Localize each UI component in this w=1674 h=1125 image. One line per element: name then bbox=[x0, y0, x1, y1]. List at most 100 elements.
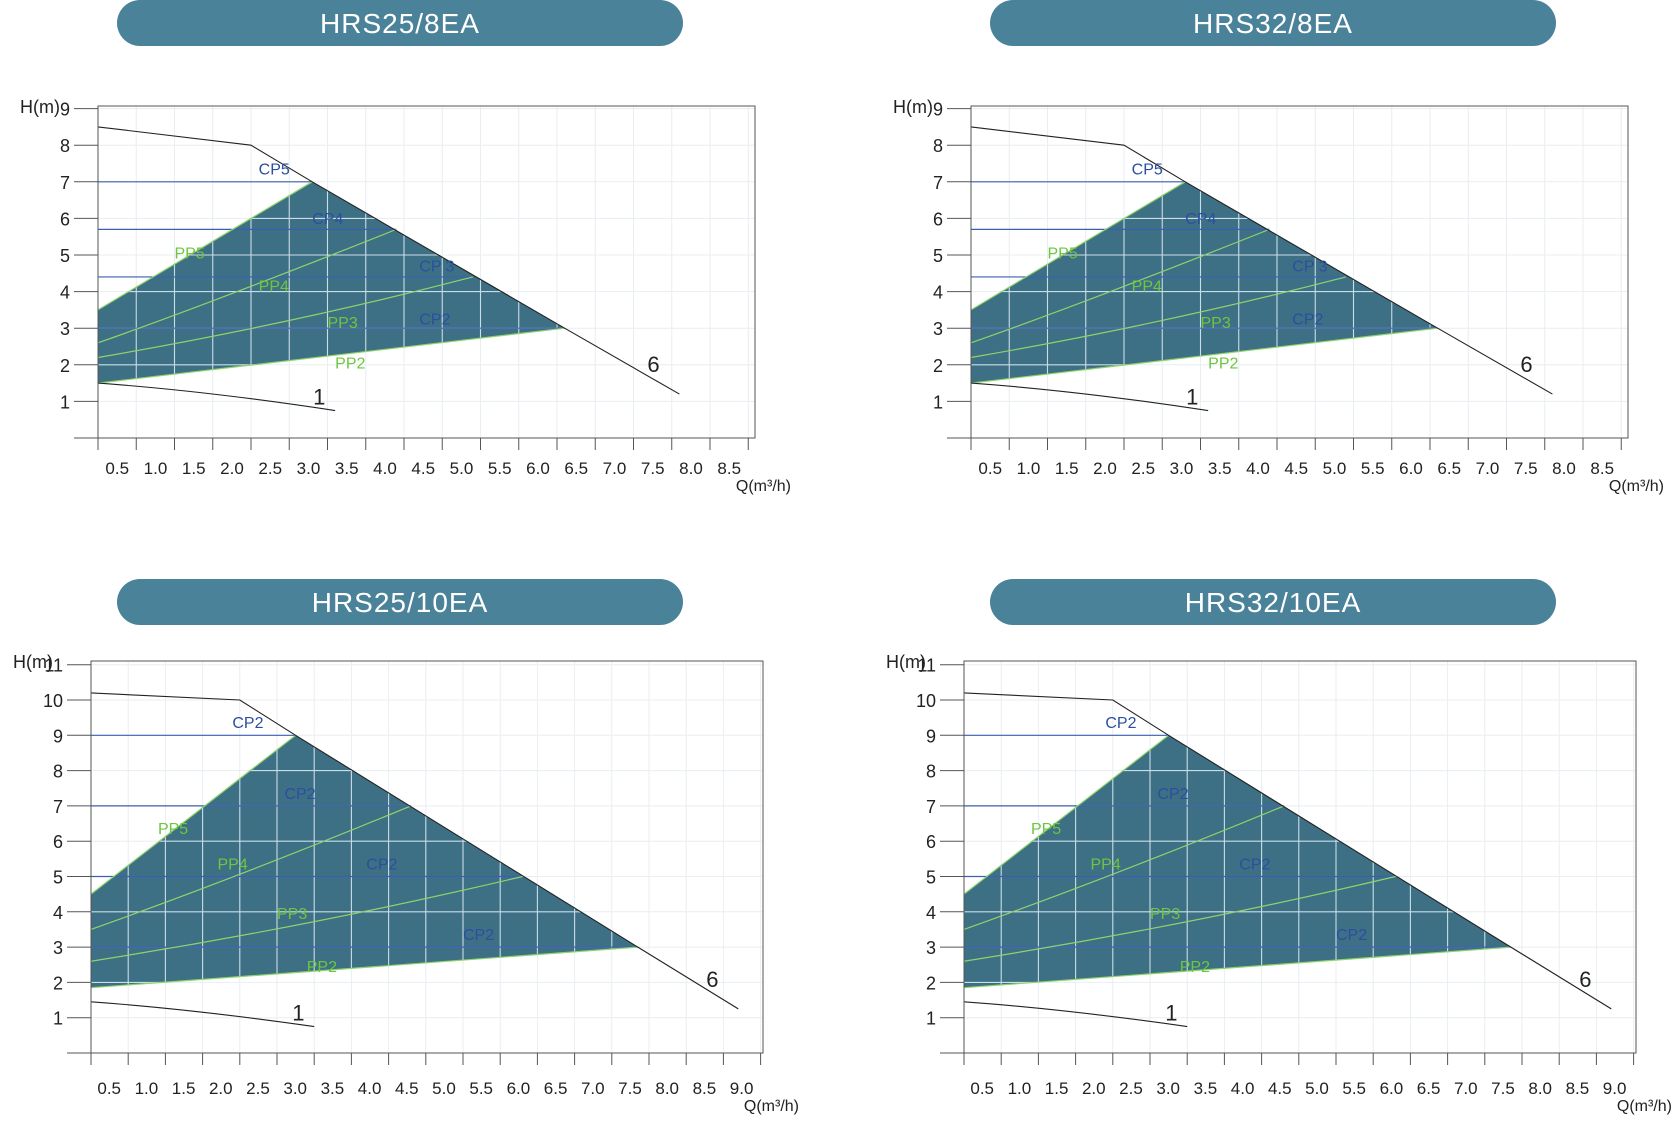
cp-label: CP2 bbox=[1336, 927, 1367, 944]
pp-label: PP5 bbox=[1048, 246, 1078, 263]
x-tick-label: 8.0 bbox=[655, 1079, 679, 1098]
y-tick-label: 2 bbox=[53, 973, 63, 993]
y-axis-label: H(m) bbox=[893, 97, 933, 117]
y-tick-label: 8 bbox=[926, 762, 936, 782]
x-tick-label: 4.5 bbox=[1284, 459, 1308, 478]
x-tick-label: 1.5 bbox=[172, 1079, 196, 1098]
x-tick-label: 6.5 bbox=[564, 459, 588, 478]
background-grid bbox=[971, 106, 1628, 438]
x-tick-label: 7.0 bbox=[581, 1079, 605, 1098]
y-tick-label: 7 bbox=[60, 173, 70, 193]
max-speed-curve bbox=[970, 126, 1553, 395]
pp-curve-4 bbox=[90, 946, 638, 989]
x-tick-label: 5.5 bbox=[1342, 1079, 1366, 1098]
min-curve-label: 1 bbox=[313, 385, 325, 410]
x-axis-label: Q(m³/h) bbox=[1609, 478, 1664, 495]
x-tick-label: 3.0 bbox=[283, 1079, 307, 1098]
x-tick-label: 5.0 bbox=[450, 459, 474, 478]
y-tick-label: 5 bbox=[53, 868, 63, 888]
chart-title-banner: HRS25/10EA bbox=[117, 579, 683, 625]
y-axis-label: H(m) bbox=[20, 97, 60, 117]
y-tick-label: 3 bbox=[53, 938, 63, 958]
y-tick-label: 4 bbox=[926, 903, 936, 923]
x-tick-label: 5.0 bbox=[1305, 1079, 1329, 1098]
x-tick-label: 1.5 bbox=[1045, 1079, 1069, 1098]
pp-label: PP5 bbox=[1031, 821, 1061, 838]
x-axis-label: Q(m³/h) bbox=[744, 1098, 799, 1115]
min-speed-curve bbox=[97, 382, 336, 412]
x-tick-label: 7.0 bbox=[1476, 459, 1500, 478]
chart-title: HRS32/10EA bbox=[1185, 587, 1362, 618]
pp-curve-3 bbox=[90, 875, 523, 962]
x-tick-label: 8.5 bbox=[717, 459, 741, 478]
max-speed-curve bbox=[90, 692, 739, 1010]
y-axis: 1 2 3 4 5 6 7 8 9H(m) bbox=[20, 97, 98, 412]
chart-title: HRS25/10EA bbox=[312, 587, 489, 618]
y-tick-label: 11 bbox=[44, 656, 63, 676]
x-axis: 0.5 1.0 1.5 2.0 2.5 3.0 3.5 4.0 4.5 5.0 5.5 6.0 6.5 7… bbox=[970, 438, 1664, 495]
x-tick-label: 3.5 bbox=[1194, 1079, 1218, 1098]
y-axis: 1 2 3 4 5 6 7 8 9 10 11H(m) bbox=[886, 652, 964, 1029]
min-speed-curve bbox=[90, 1001, 315, 1028]
x-tick-label: 3.0 bbox=[297, 459, 321, 478]
pp-label: PP3 bbox=[1150, 906, 1180, 923]
operating-region bbox=[964, 735, 1511, 988]
x-tick-label: 2.0 bbox=[1082, 1079, 1106, 1098]
chart-title-banner: HRS32/10EA bbox=[990, 579, 1556, 625]
y-tick-label: 7 bbox=[926, 797, 936, 817]
max-speed-curve bbox=[963, 692, 1612, 1010]
cp-label: CP2 bbox=[1157, 786, 1188, 803]
pp-label: PP3 bbox=[328, 315, 358, 332]
pp-curve-2 bbox=[963, 805, 1285, 931]
axes-frame bbox=[940, 660, 1637, 1054]
pp-label: PP3 bbox=[277, 906, 307, 923]
x-tick-label: 1.0 bbox=[144, 459, 168, 478]
y-tick-label: 10 bbox=[43, 691, 63, 711]
y-tick-label: 2 bbox=[60, 356, 70, 376]
x-tick-label: 0.5 bbox=[978, 459, 1002, 478]
y-tick-label: 5 bbox=[933, 246, 943, 266]
y-tick-label: 8 bbox=[53, 762, 63, 782]
y-axis: 1 2 3 4 5 6 7 8 9 10 11H(m) bbox=[13, 652, 91, 1029]
cp-label: CP2 bbox=[1239, 856, 1270, 873]
x-tick-label: 6.0 bbox=[526, 459, 550, 478]
y-tick-label: 1 bbox=[926, 1009, 936, 1029]
y-tick-label: 6 bbox=[60, 209, 70, 229]
axes-frame bbox=[67, 660, 764, 1054]
x-axis: 0.5 1.0 1.5 2.0 2.5 3.0 3.5 4.0 4.5 5.0 5.5 6.0 6.5 7… bbox=[963, 1053, 1672, 1115]
cp-label: CP2 bbox=[1105, 715, 1136, 732]
x-tick-label: 5.0 bbox=[432, 1079, 456, 1098]
y-tick-label: 9 bbox=[933, 100, 943, 120]
x-tick-label: 3.5 bbox=[335, 459, 359, 478]
y-tick-label: 4 bbox=[60, 283, 70, 303]
y-axis-label: H(m) bbox=[13, 652, 53, 672]
x-tick-label: 7.5 bbox=[618, 1079, 642, 1098]
min-speed-curve bbox=[963, 1001, 1188, 1028]
y-tick-label: 8 bbox=[60, 136, 70, 156]
chart-title: HRS25/8EA bbox=[320, 8, 480, 39]
x-tick-label: 4.5 bbox=[411, 459, 435, 478]
x-tick-label: 5.5 bbox=[469, 1079, 493, 1098]
y-tick-label: 4 bbox=[933, 283, 943, 303]
x-axis: 0.5 1.0 1.5 2.0 2.5 3.0 3.5 4.0 4.5 5.0 5.5 6.0 6.5 7… bbox=[97, 438, 791, 495]
y-tick-label: 3 bbox=[926, 938, 936, 958]
min-curve-label: 1 bbox=[1165, 1001, 1177, 1026]
chart-title-banner: HRS32/8EA bbox=[990, 0, 1556, 46]
y-tick-label: 8 bbox=[933, 136, 943, 156]
pp-curve-3 bbox=[97, 276, 474, 359]
pp-curve-4 bbox=[963, 946, 1511, 989]
chart-panel: 6 1 CP5 CP4 CP 3 CP2 PP5 PP4 PP3 PP2 1 2 3 4 5 6 7 8 9H(m)… bbox=[893, 97, 1664, 495]
x-tick-label: 4.0 bbox=[1246, 459, 1270, 478]
pp-curve-3 bbox=[963, 875, 1396, 962]
y-tick-label: 1 bbox=[60, 392, 70, 412]
chart-panel: 6 1 CP2 CP2 CP2 CP2 PP5 PP4 PP3 PP2 1 2 3 4 5 6 7 8 9 10 11H… bbox=[13, 652, 799, 1115]
y-axis: 1 2 3 4 5 6 7 8 9H(m) bbox=[893, 97, 971, 412]
x-tick-label: 0.5 bbox=[970, 1079, 994, 1098]
x-tick-label: 0.5 bbox=[97, 1079, 121, 1098]
x-tick-label: 6.0 bbox=[1380, 1079, 1404, 1098]
pp-label: PP5 bbox=[158, 821, 188, 838]
x-tick-label: 7.0 bbox=[1454, 1079, 1478, 1098]
y-tick-label: 3 bbox=[933, 319, 943, 339]
pp-label: PP4 bbox=[259, 279, 289, 296]
